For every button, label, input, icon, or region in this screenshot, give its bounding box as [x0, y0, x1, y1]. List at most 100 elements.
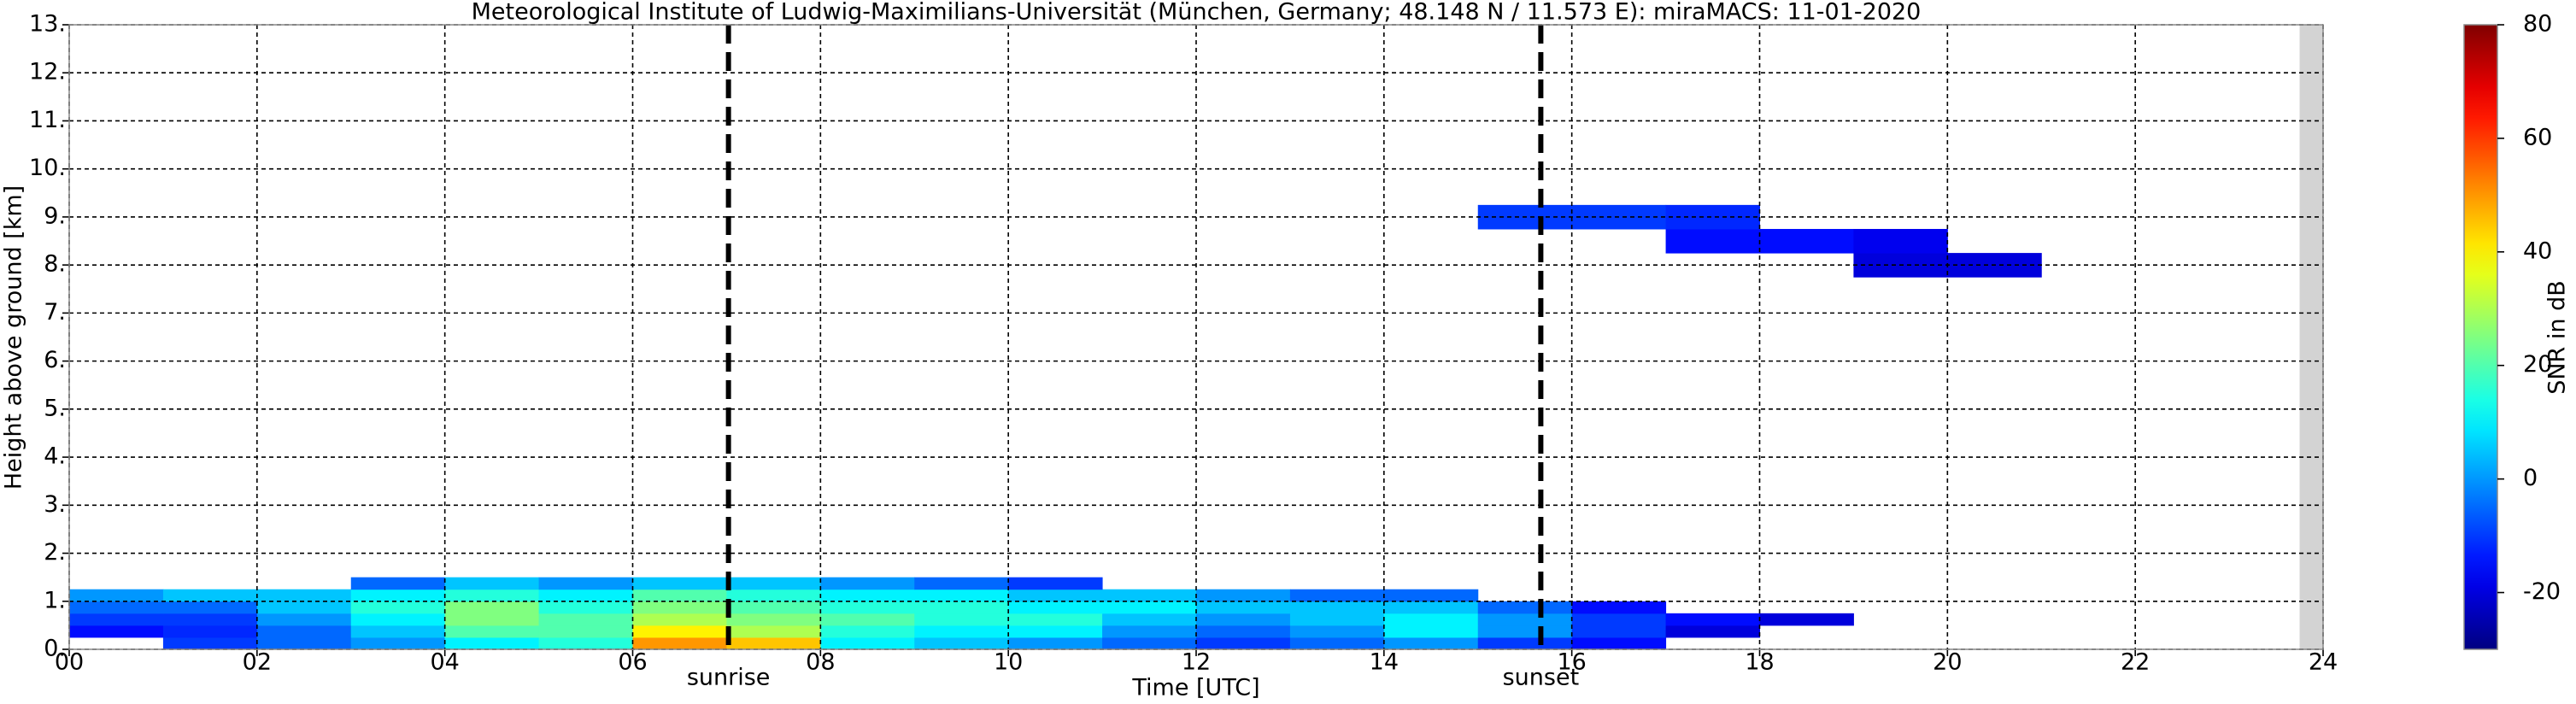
heat-cell [69, 613, 164, 626]
heat-cell [1008, 637, 1103, 650]
heat-cell [1477, 625, 1573, 638]
heat-cell [914, 601, 1009, 614]
heat-cell [820, 589, 915, 602]
heat-cell [1383, 637, 1479, 650]
y-tick-label: 8. [44, 251, 66, 278]
heat-cell [69, 589, 164, 602]
heat-cell [1383, 613, 1479, 626]
heat-cell [914, 589, 1009, 602]
heat-cell [1477, 613, 1573, 626]
heat-cell [820, 637, 915, 650]
heat-cell [538, 637, 633, 650]
heat-cell [162, 625, 258, 638]
x-tick-label: 06 [618, 649, 647, 676]
colorbar-tick-label: 40 [2523, 238, 2552, 264]
heat-cell [1008, 577, 1103, 590]
heat-cell [632, 601, 727, 614]
heat-cell [1196, 613, 1291, 626]
heat-cell [1102, 601, 1197, 614]
heat-cell [1383, 601, 1479, 614]
x-tick-label: 24 [2309, 649, 2338, 676]
heat-cell [350, 577, 446, 590]
x-tick-label: 22 [2121, 649, 2150, 676]
heat-cell [1571, 625, 1667, 638]
heat-cell [1196, 625, 1291, 638]
colorbar-title: SNR in dB [2544, 280, 2571, 395]
heat-cell [1008, 625, 1103, 638]
heat-cell [914, 625, 1009, 638]
colorbar-tick-label: 0 [2523, 465, 2538, 491]
heat-cell [162, 637, 258, 650]
heat-cell [1759, 228, 1854, 254]
x-tick-label: 04 [430, 649, 459, 676]
heat-cell [820, 601, 915, 614]
y-tick-label: 4. [44, 443, 66, 470]
heat-cell [1196, 589, 1291, 602]
heat-cell [1571, 601, 1667, 614]
heat-cell [538, 601, 633, 614]
heat-cell [632, 577, 727, 590]
y-tick-label: 5. [44, 395, 66, 421]
y-tick-label: 3. [44, 491, 66, 518]
heat-cell [162, 589, 258, 602]
heat-cell [726, 637, 821, 650]
heat-cell [350, 601, 446, 614]
x-tick-label: 02 [243, 649, 272, 676]
heat-cell [1102, 625, 1197, 638]
chart-title: Meteorological Institute of Ludwig-Maxim… [472, 0, 1922, 26]
heat-cell [1853, 228, 1948, 254]
y-tick-label: 12. [29, 59, 66, 85]
heat-cell [444, 613, 540, 626]
heat-cell [726, 577, 821, 590]
y-tick-label: 9. [44, 202, 66, 229]
heat-cell [726, 589, 821, 602]
heat-cell [538, 577, 633, 590]
x-tick-label: 00 [55, 649, 84, 676]
heat-cell [632, 589, 727, 602]
heat-cell [914, 637, 1009, 650]
heat-cell [350, 613, 446, 626]
heat-cell [632, 613, 727, 626]
heat-cell [538, 589, 633, 602]
colorbar-tick-label: -20 [2523, 578, 2561, 605]
heat-cell [1759, 613, 1854, 626]
colorbar [2463, 24, 2498, 650]
x-tick-label: 20 [1933, 649, 1962, 676]
heat-cell [1289, 601, 1385, 614]
event-label: sunrise [687, 665, 771, 691]
heat-cell [726, 625, 821, 638]
heat-cell [444, 637, 540, 650]
heat-cell [1289, 637, 1385, 650]
y-tick-label: 0. [44, 636, 66, 662]
heat-cell [162, 613, 258, 626]
heat-cell [1008, 613, 1103, 626]
heat-cell [256, 613, 352, 626]
heat-cell [1665, 613, 1760, 626]
plot-frame [68, 24, 2324, 650]
heat-cell [162, 601, 258, 614]
heat-cell [444, 625, 540, 638]
y-axis-title: Height above ground [km] [1, 185, 27, 490]
heat-cell [1289, 625, 1385, 638]
y-tick-label: 1. [44, 587, 66, 613]
heat-cell [914, 577, 1009, 590]
heat-cell [1102, 613, 1197, 626]
event-label: sunset [1503, 665, 1580, 691]
heat-cell [350, 637, 446, 650]
y-tick-label: 7. [44, 299, 66, 326]
heat-cell [914, 613, 1009, 626]
heat-cell [350, 625, 446, 638]
heat-cell [1008, 589, 1103, 602]
y-tick-label: 11. [29, 107, 66, 133]
y-tick-label: 6. [44, 347, 66, 373]
x-tick-label: 18 [1745, 649, 1774, 676]
heat-cell [1665, 228, 1760, 254]
heat-cell [444, 589, 540, 602]
heat-cell [69, 625, 164, 638]
heat-cell [820, 613, 915, 626]
heat-cell [1571, 613, 1667, 626]
heat-cell [1102, 589, 1197, 602]
heat-cell [256, 625, 352, 638]
heat-cell [1665, 204, 1760, 230]
